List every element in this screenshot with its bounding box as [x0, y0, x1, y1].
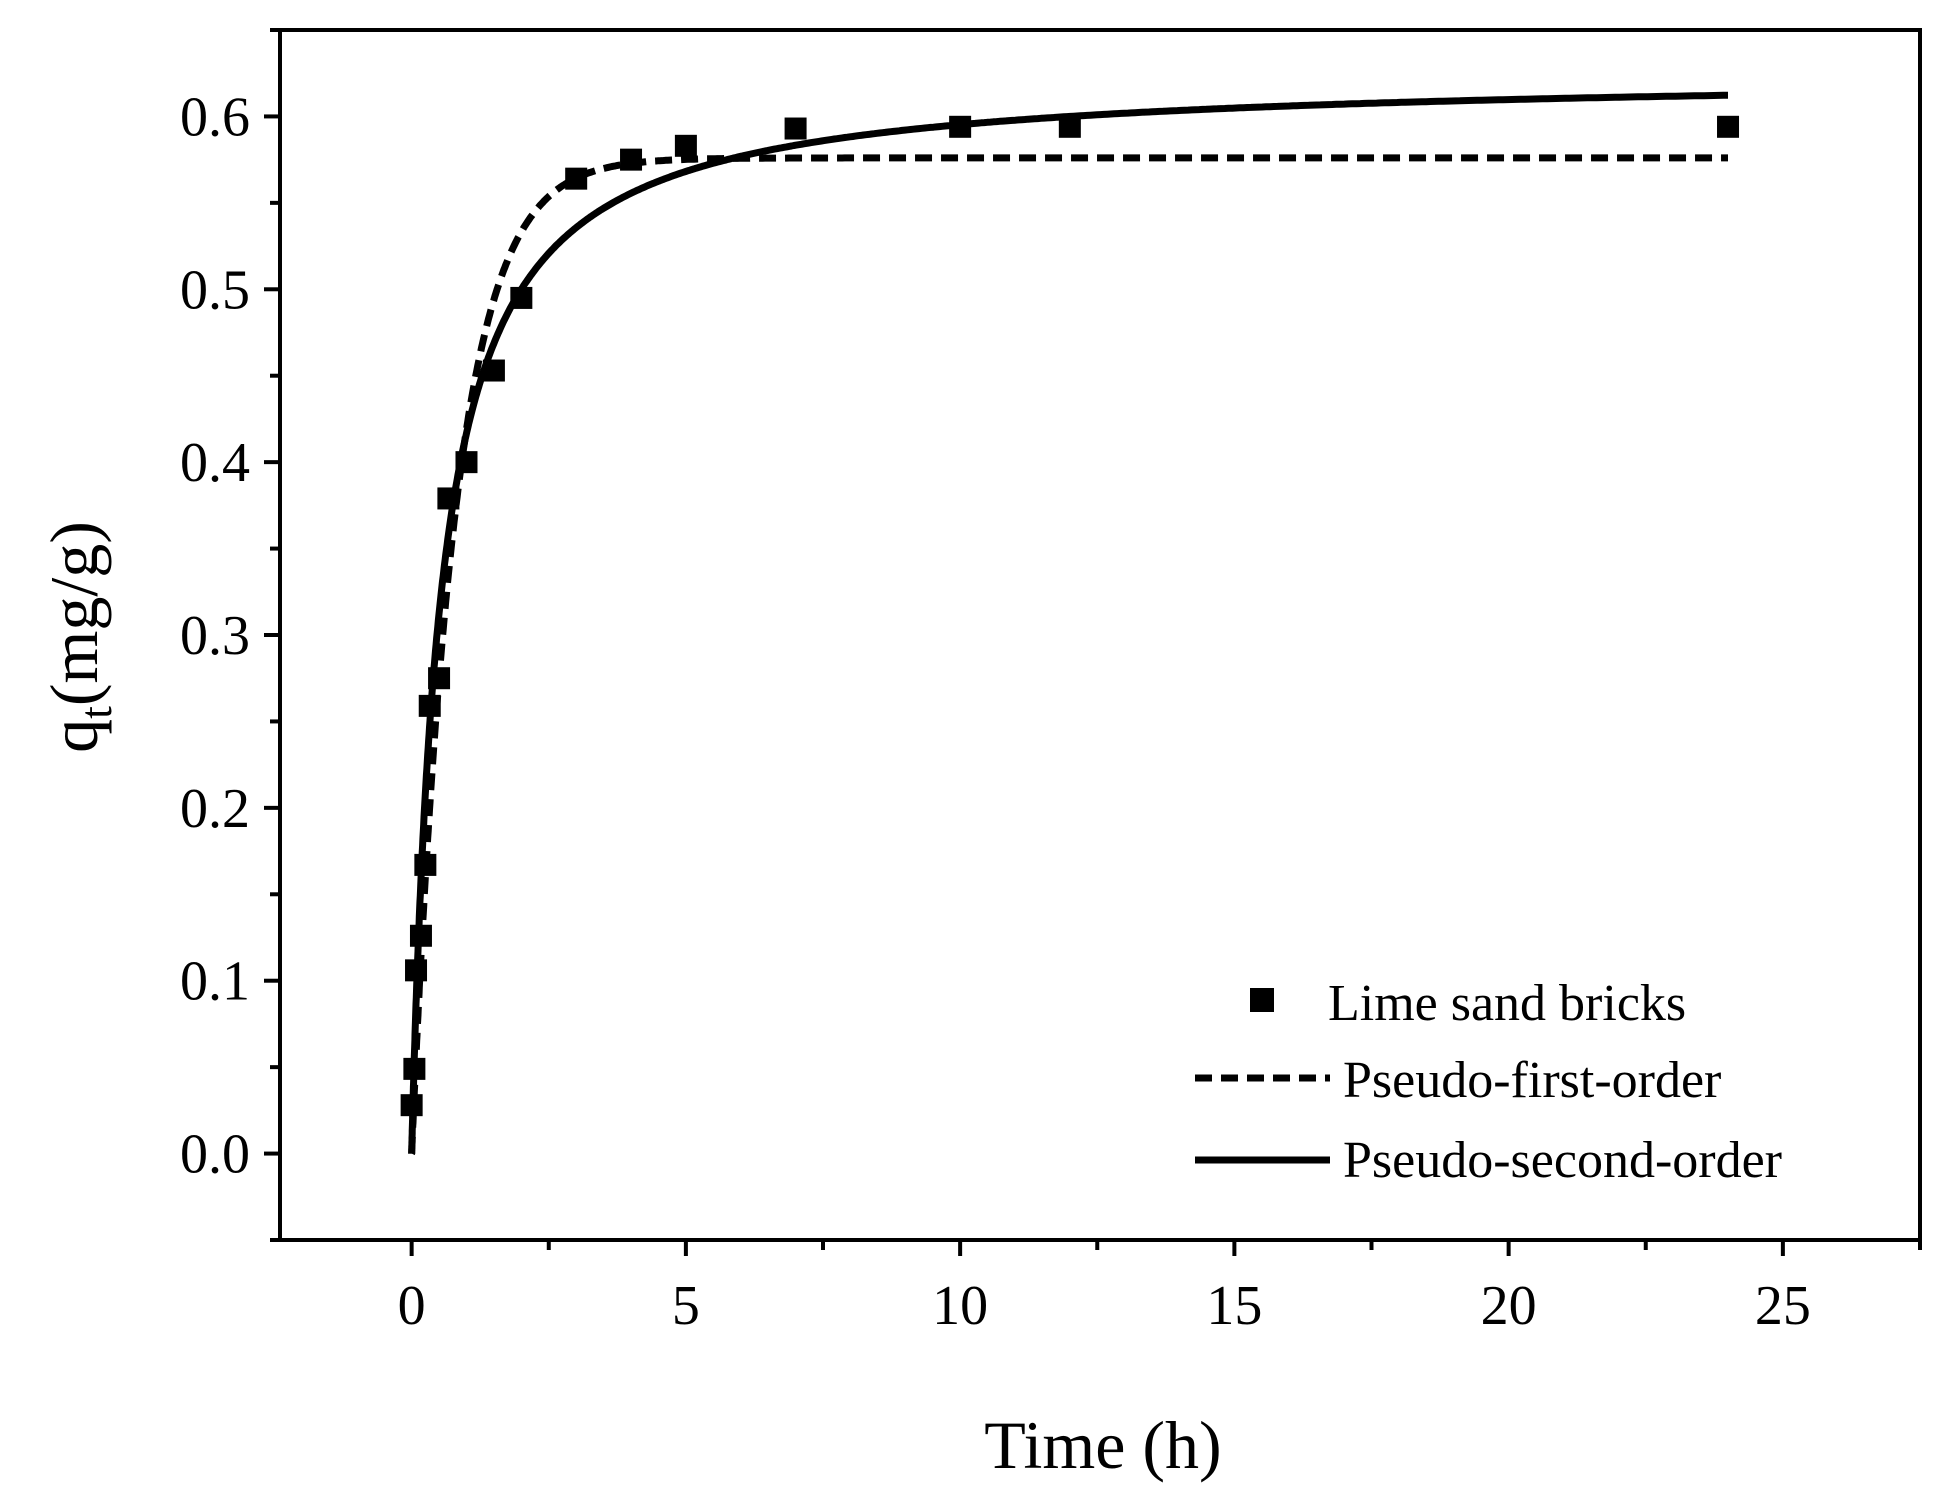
y-tick-label: 0.2 [180, 778, 250, 840]
x-tick-label: 15 [1206, 1275, 1262, 1337]
y-axis-title-main: q [36, 719, 112, 753]
pseudo-second-order-line [408, 91, 1728, 1157]
y-tick-label: 0.5 [180, 259, 250, 321]
data-point [437, 487, 460, 510]
tick-labels: 0 5 10 15 20 25 0.0 0.1 0.2 0.3 0.4 0.5 0.6 [180, 86, 1811, 1337]
data-point [414, 853, 437, 876]
data-point [482, 359, 505, 382]
legend-label-pseudo-second-order: Pseudo-second-order [1343, 1132, 1782, 1189]
x-tick-label: 25 [1755, 1275, 1811, 1337]
y-tick-label: 0.0 [180, 1124, 250, 1186]
x-axis-title: Time (h) [984, 1407, 1221, 1483]
data-point [949, 115, 972, 138]
axis-ticks [264, 28, 1922, 1256]
x-tick-label: 10 [932, 1275, 988, 1337]
pseudo-first-order-line [408, 154, 1728, 1157]
data-point [620, 148, 643, 171]
y-tick-label: 0.4 [180, 432, 250, 494]
x-tick-label: 0 [398, 1275, 426, 1337]
data-point [418, 694, 441, 717]
data-point [784, 117, 807, 140]
x-tick-label: 5 [672, 1275, 700, 1337]
legend-label-pseudo-first-order: Pseudo-first-order [1343, 1052, 1721, 1109]
data-point [455, 451, 478, 474]
data-point [409, 924, 432, 947]
legend: Lime sand bricks Pseudo-first-order Pseu… [1195, 975, 1782, 1189]
y-tick-label: 0.1 [180, 951, 250, 1013]
data-point [674, 134, 697, 157]
series-markers [400, 115, 1740, 1117]
y-axis-title-text: qt(mg/g) [36, 521, 121, 753]
y-tick-label: 0.3 [180, 605, 250, 667]
data-point [1717, 115, 1740, 138]
data-point [405, 959, 428, 982]
data-point [1058, 115, 1081, 138]
data-point [565, 167, 588, 190]
data-point [403, 1057, 426, 1080]
data-point [428, 667, 451, 690]
series-lines [408, 91, 1728, 1157]
x-tick-label: 20 [1481, 1275, 1537, 1337]
legend-marker-lime-sand-bricks [1250, 988, 1274, 1012]
data-point [400, 1094, 423, 1117]
y-axis-title: qt(mg/g) [36, 521, 121, 753]
y-axis-title-sub: t [70, 706, 121, 719]
data-point [510, 286, 533, 309]
y-tick-label: 0.6 [180, 86, 250, 148]
y-axis-title-unit: (mg/g) [36, 521, 112, 706]
legend-label-lime-sand-bricks: Lime sand bricks [1328, 975, 1686, 1032]
